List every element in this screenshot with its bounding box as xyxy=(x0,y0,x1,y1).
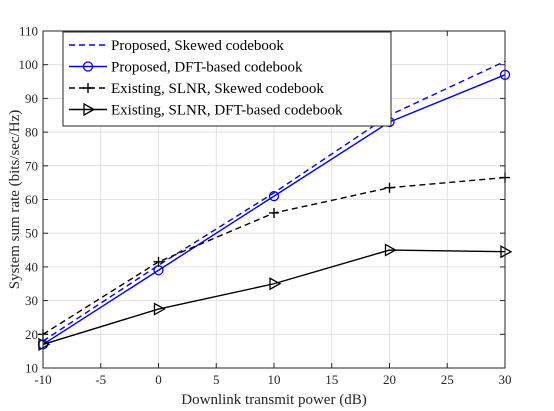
y-tick-label: 100 xyxy=(19,57,39,72)
y-axis-title: System sum rate (bits/sec/Hz) xyxy=(7,110,23,290)
y-tick-label: 20 xyxy=(25,327,38,342)
y-tick-label: 10 xyxy=(25,361,38,376)
legend-entry: Proposed, Skewed codebook xyxy=(69,38,284,54)
y-tick-label: 110 xyxy=(19,24,38,39)
x-tick-label: 0 xyxy=(155,372,162,387)
y-tick-label: 90 xyxy=(25,91,38,106)
series-1 xyxy=(42,60,506,342)
data-point xyxy=(153,256,164,267)
legend-label: Proposed, Skewed codebook xyxy=(111,38,284,54)
legend-box xyxy=(62,31,392,127)
x-tick-label: -10 xyxy=(34,372,51,387)
legend-entry: Existing, SLNR, Skewed codebook xyxy=(69,81,324,97)
y-tick-label: 80 xyxy=(25,125,38,140)
legend-label: Proposed, DFT-based codebook xyxy=(111,60,303,76)
series-line xyxy=(42,60,506,342)
x-tick-label: 25 xyxy=(441,372,454,387)
data-point xyxy=(384,182,395,193)
series-line xyxy=(42,74,506,345)
tick-labels: -10 -5 0 5 10 15 20 25 30 10 20 30 40 50 60 70 80 90 100 11… xyxy=(19,24,512,388)
legend-marker xyxy=(83,102,96,117)
data-point xyxy=(269,207,279,218)
ticks xyxy=(42,30,506,369)
x-axis-title: Downlink transmit power (dB) xyxy=(181,392,366,408)
data-point xyxy=(38,337,51,352)
legend-label: Existing, SLNR, DFT-based codebook xyxy=(111,103,343,119)
x-tick-label: 20 xyxy=(383,372,396,387)
legend-marker xyxy=(83,83,93,93)
legend-label: Existing, SLNR, Skewed codebook xyxy=(111,81,324,97)
legend-entry: Existing, SLNR, DFT-based codebook xyxy=(69,103,343,119)
y-tick-label: 40 xyxy=(25,259,38,274)
legend: Proposed, Skewed codebook Proposed, DFT-b… xyxy=(62,31,392,127)
data-point xyxy=(269,277,282,291)
x-tick-label: 15 xyxy=(325,372,338,387)
x-tick-label: 10 xyxy=(268,372,281,387)
x-tick-label: 30 xyxy=(499,372,512,387)
data-point xyxy=(153,302,166,316)
series-group xyxy=(37,60,513,352)
series-line xyxy=(42,249,506,346)
data-point xyxy=(500,245,513,259)
y-tick-label: 30 xyxy=(25,293,38,308)
x-tick-label: 5 xyxy=(213,372,220,387)
x-tick-label: -5 xyxy=(95,372,106,387)
y-tick-label: 70 xyxy=(25,158,38,173)
data-point xyxy=(384,243,397,257)
legend-entry: Proposed, DFT-based codebook xyxy=(69,60,303,76)
data-point xyxy=(268,190,280,202)
y-tick-label: 60 xyxy=(25,192,38,207)
series-4 xyxy=(38,243,513,352)
legend-marker xyxy=(82,61,94,72)
y-tick-label: 50 xyxy=(25,226,38,241)
